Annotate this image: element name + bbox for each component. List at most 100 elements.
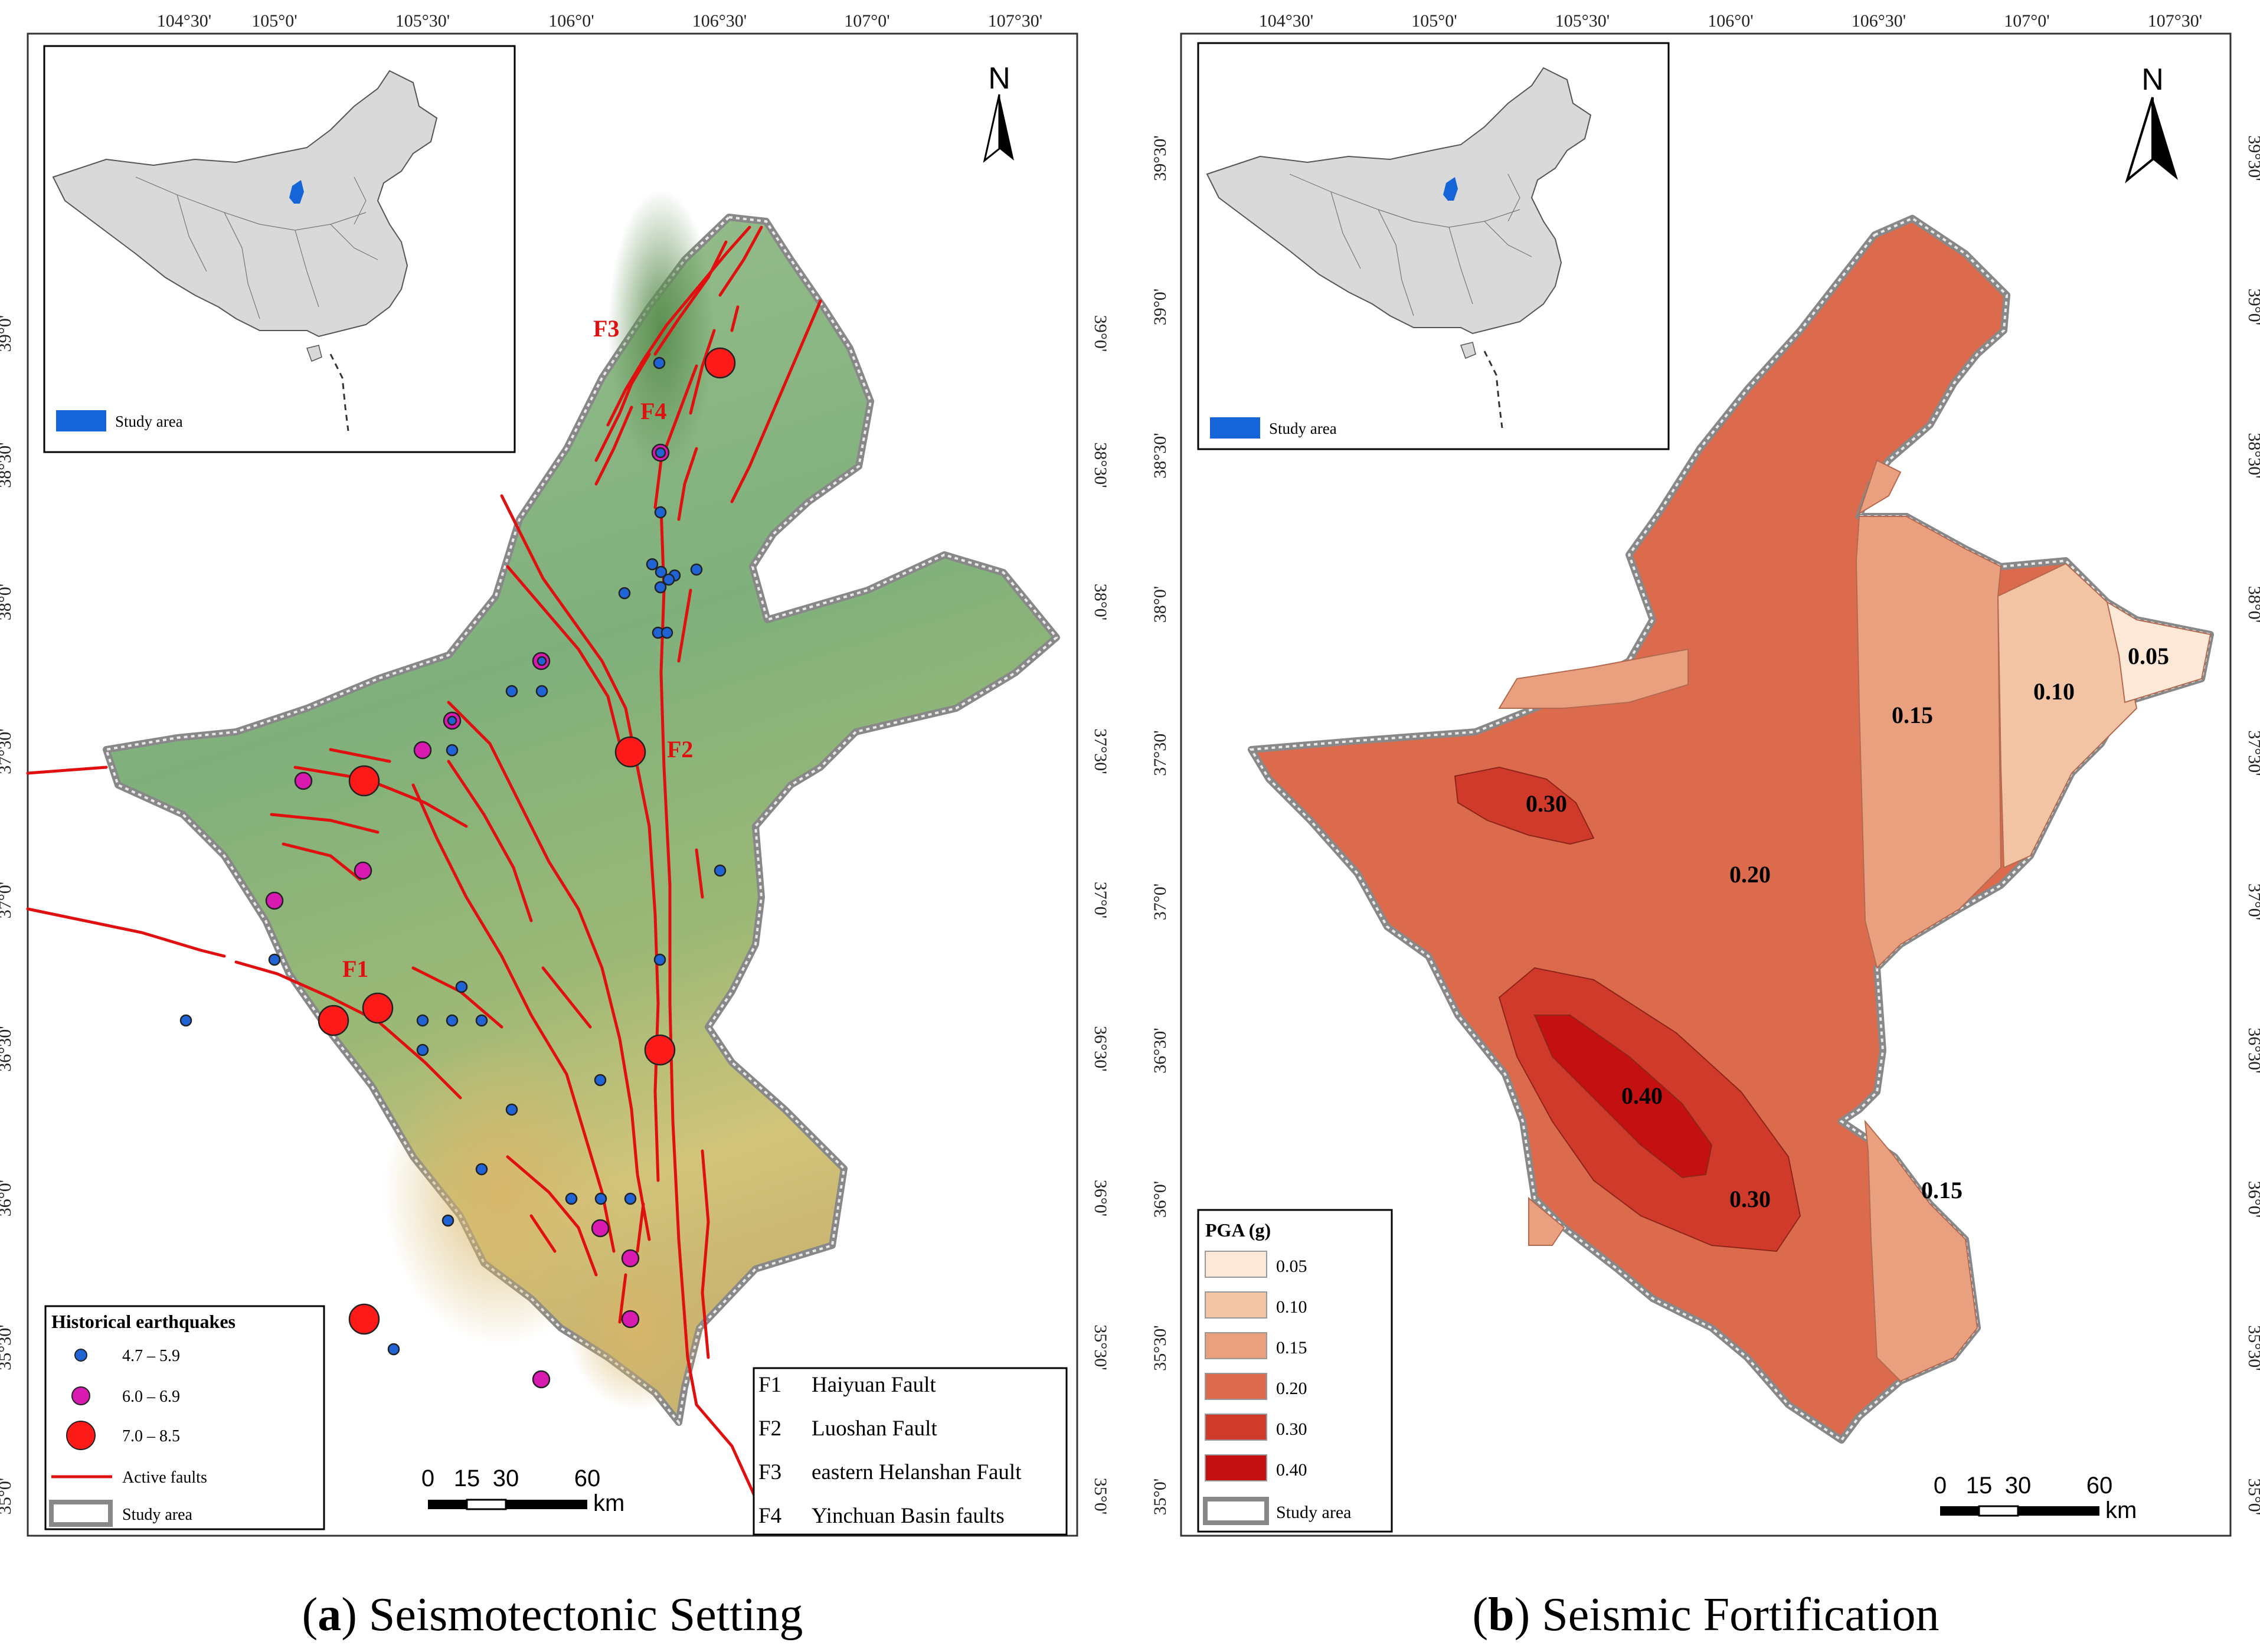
pga-zone-0.15: [1864, 1119, 1978, 1382]
legend-label: 7.0 – 8.5: [122, 1427, 180, 1445]
zone-label: 0.10: [2033, 678, 2075, 705]
pga-legend: PGA (g) 0.05 0.10 0.15 0.20 0.30 0.40 St…: [1197, 1209, 1393, 1533]
earthquake-medium: [265, 891, 284, 910]
zone-label: 0.30: [1526, 790, 1567, 817]
lon-tick: 107°30': [988, 11, 1042, 31]
legend-label: 0.20: [1276, 1379, 1307, 1398]
lat-tick: 38°0': [1150, 586, 1170, 623]
legend-label: 0.40: [1276, 1460, 1307, 1480]
inset-legend-label: Study area: [1269, 420, 1337, 437]
fault-code: F2: [758, 1417, 781, 1441]
svg-text:60: 60: [574, 1465, 601, 1491]
lat-tick: 39°0': [2245, 289, 2260, 325]
svg-text:15: 15: [1966, 1473, 1993, 1499]
svg-text:0: 0: [1934, 1473, 1947, 1499]
earthquake-small: [714, 864, 727, 877]
legend-label: 0.10: [1276, 1297, 1307, 1317]
earthquake-large: [348, 765, 380, 797]
svg-text:15: 15: [454, 1465, 480, 1491]
svg-text:km: km: [2105, 1497, 2137, 1523]
fault-table: F1 Haiyuan Fault F2 Luoshan Fault F3 eas…: [753, 1367, 1068, 1536]
earthquake-small: [594, 1192, 607, 1205]
fault-label-f4: F4: [640, 398, 666, 424]
earthquake-large: [704, 347, 736, 379]
lon-tick: 105°30': [1555, 11, 1610, 31]
lat-tick: 35°0': [0, 1478, 15, 1514]
legend-title: PGA (g): [1205, 1219, 1271, 1241]
lat-tick: 35°0': [1150, 1478, 1170, 1515]
north-arrow: N: [983, 61, 1014, 163]
lat-tick: 37°30': [2245, 730, 2260, 776]
lat-tick: 36°0': [1091, 1180, 1110, 1216]
legend-swatch-0.10: [1205, 1291, 1267, 1319]
earthquake-small: [179, 1014, 192, 1027]
earthquake-medium: [294, 771, 313, 790]
legend-swatch-0.15: [1205, 1332, 1267, 1359]
lat-tick: 38°30': [1091, 442, 1110, 488]
legend-symbol-small: [74, 1349, 87, 1362]
earthquake-small: [441, 1214, 454, 1227]
pga-zone-0.10: [1997, 562, 2138, 869]
earthquake-small: [475, 1014, 488, 1027]
earthquake-small: [646, 558, 659, 571]
earthquake-medium: [621, 1310, 640, 1329]
earthquake-large: [362, 992, 394, 1024]
south-china-sea-dash: [1483, 351, 1503, 428]
earthquake-small: [660, 626, 673, 639]
lon-tick: 107°30': [2148, 11, 2202, 31]
lat-tick: 37°30': [1150, 730, 1170, 776]
earthquake-small: [690, 563, 703, 576]
inset-legend-label: Study area: [115, 413, 183, 430]
earthquake-epicentres: [179, 347, 736, 1389]
lat-tick: 35°0': [1091, 1478, 1110, 1514]
china-inset: Study area: [43, 45, 516, 453]
earthquake-small: [505, 685, 518, 698]
hainan-island: [1460, 342, 1476, 359]
legend-label: Study area: [122, 1506, 193, 1524]
legend-swatch-0.40: [1205, 1454, 1267, 1481]
legend-label: 4.7 – 5.9: [122, 1347, 180, 1365]
lon-tick: 106°0': [1708, 11, 1753, 31]
legend-swatch-0.30: [1205, 1414, 1267, 1441]
zone-label: 0.15: [1921, 1177, 1963, 1203]
earthquake-small: [624, 1192, 637, 1205]
svg-text:30: 30: [493, 1465, 519, 1491]
pga-zone-0.15: [1498, 648, 1689, 709]
legend-label: Active faults: [122, 1468, 207, 1487]
earthquake-large: [348, 1303, 380, 1335]
lat-tick: 39°30': [1150, 135, 1170, 181]
earthquake-small: [537, 656, 547, 666]
earthquake-small: [416, 1043, 429, 1056]
svg-text:N: N: [2141, 63, 2164, 97]
lat-tick: 38°0': [0, 584, 15, 620]
lon-tick: 106°30': [692, 11, 747, 31]
earthquake-small: [505, 1103, 518, 1116]
lat-tick: 35°30': [1091, 1324, 1110, 1370]
legend-symbol-boundary: [1203, 1497, 1269, 1525]
lat-tick: 39°0': [0, 315, 15, 352]
earthquake-medium: [591, 1219, 610, 1238]
lon-tick: 104°30': [157, 11, 211, 31]
earthquake-small: [535, 685, 548, 698]
lon-tick: 107°0': [2004, 11, 2049, 31]
lat-tick: 35°0': [2245, 1478, 2260, 1515]
legend-symbol-large: [66, 1421, 96, 1450]
legend-title: Historical earthquakes: [51, 1311, 236, 1332]
lat-tick: 39°0': [1150, 289, 1170, 325]
southern-hills-shade: [384, 1039, 620, 1346]
china-inset: Study area: [1197, 42, 1670, 450]
pga-zone-0.15: [1528, 1196, 1565, 1246]
earthquake-medium: [354, 861, 372, 880]
study-area-marker: [1443, 177, 1458, 201]
earthquake-large: [614, 736, 646, 768]
earthquake-small: [618, 587, 631, 600]
pga-zone-0.30: [1454, 766, 1595, 845]
lat-tick: 36°30': [0, 1026, 15, 1071]
svg-text:60: 60: [2086, 1473, 2113, 1499]
legend-label: 6.0 – 6.9: [122, 1388, 180, 1406]
earthquake-small: [416, 1014, 429, 1027]
lat-tick: 37°0': [2245, 884, 2260, 920]
lon-tick: 104°30': [1259, 11, 1313, 31]
fault-code: F4: [758, 1504, 781, 1528]
lat-tick: 37°30': [0, 728, 15, 774]
